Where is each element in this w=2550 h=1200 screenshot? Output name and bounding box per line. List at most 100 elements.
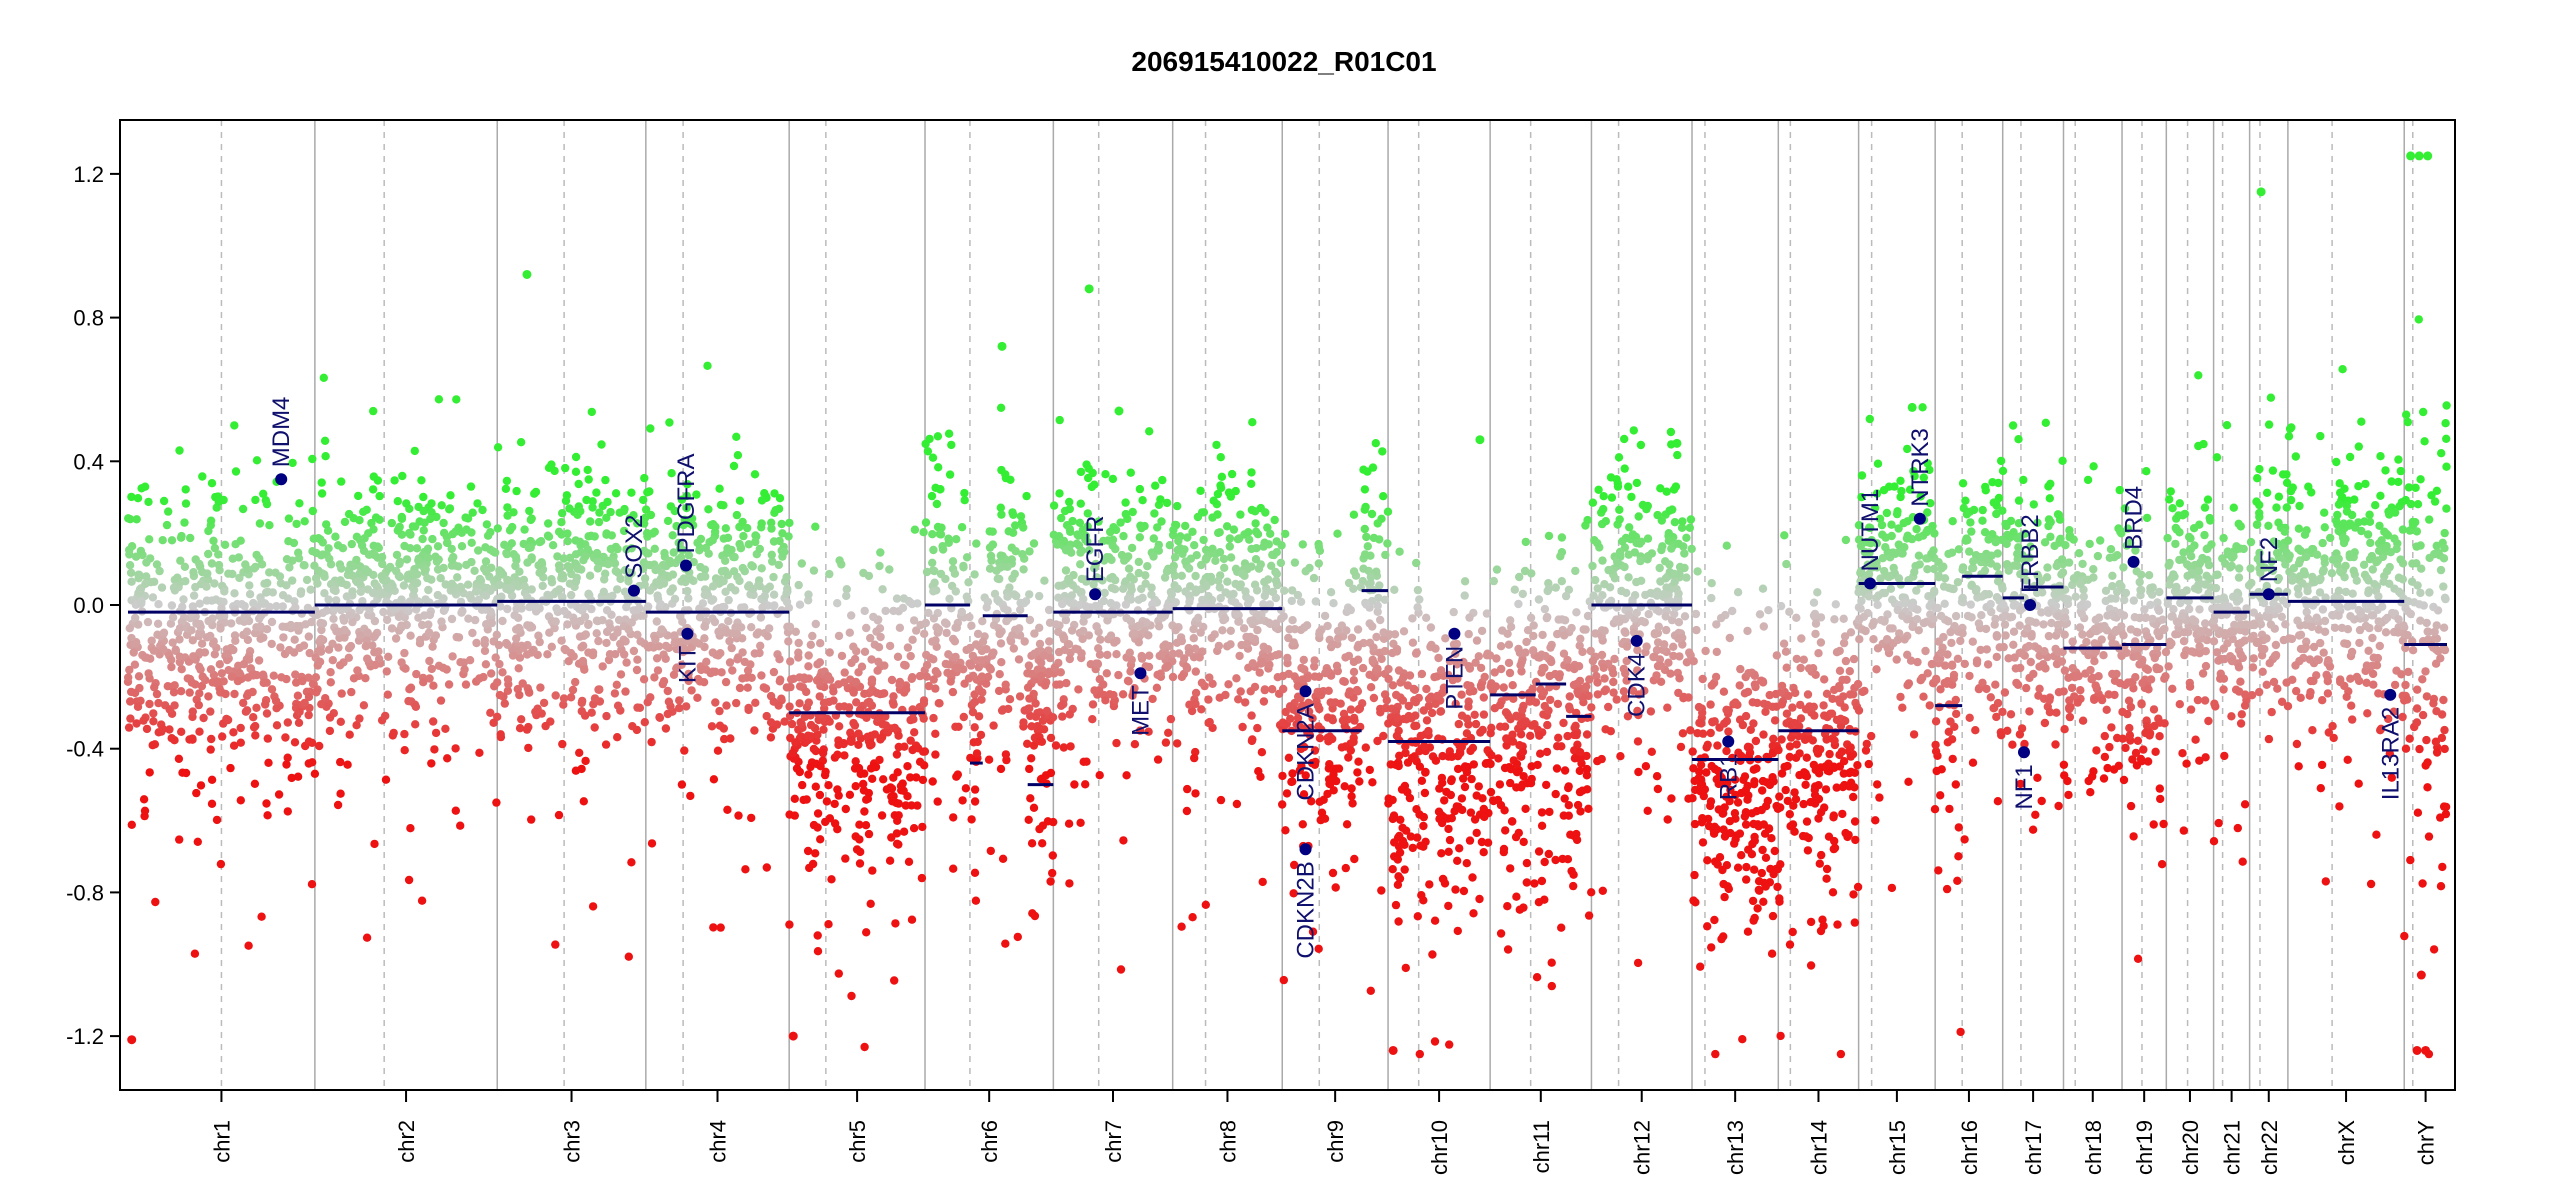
probe-point bbox=[1565, 702, 1574, 711]
probe-point bbox=[1740, 689, 1750, 698]
probe-point bbox=[1587, 703, 1596, 712]
probe-point bbox=[1776, 860, 1785, 869]
probe-point bbox=[308, 454, 317, 464]
probe-point bbox=[736, 544, 746, 553]
probe-point bbox=[633, 630, 642, 639]
probe-point bbox=[1583, 515, 1592, 525]
probe-point bbox=[1394, 761, 1403, 771]
probe-point bbox=[708, 667, 717, 676]
probe-point bbox=[1191, 667, 1201, 676]
probe-point bbox=[808, 631, 817, 641]
probe-point bbox=[1246, 595, 1255, 604]
probe-point bbox=[593, 564, 603, 573]
probe-point bbox=[768, 557, 777, 566]
probe-point bbox=[1191, 789, 1200, 798]
probe-point bbox=[1665, 506, 1674, 515]
probe-point bbox=[813, 809, 823, 818]
probe-point bbox=[352, 721, 361, 730]
probe-point bbox=[285, 645, 294, 655]
probe-point bbox=[1367, 509, 1377, 519]
probe-point bbox=[370, 648, 379, 657]
probe-point bbox=[211, 595, 221, 604]
probe-point bbox=[395, 572, 405, 582]
probe-point bbox=[305, 648, 314, 658]
probe-point bbox=[348, 562, 358, 571]
probe-point bbox=[1392, 647, 1402, 656]
probe-point bbox=[1522, 637, 1531, 647]
probe-point bbox=[230, 589, 239, 598]
probe-point bbox=[933, 797, 942, 806]
probe-point bbox=[1763, 796, 1773, 806]
probe-point bbox=[1051, 620, 1061, 629]
probe-point bbox=[324, 595, 333, 604]
probe-point bbox=[973, 629, 983, 639]
probe-point bbox=[1584, 911, 1594, 920]
probe-point bbox=[486, 708, 495, 717]
probe-point bbox=[1046, 877, 1055, 886]
probe-point bbox=[1216, 453, 1226, 462]
probe-point bbox=[624, 572, 633, 581]
probe-point bbox=[1464, 629, 1473, 639]
probe-point bbox=[1678, 729, 1688, 738]
probe-point bbox=[1406, 832, 1416, 841]
probe-point bbox=[1633, 958, 1643, 968]
probe-point bbox=[1324, 764, 1334, 773]
probe-point bbox=[684, 676, 693, 686]
probe-point bbox=[1026, 794, 1035, 803]
probe-point bbox=[964, 578, 973, 587]
probe-point bbox=[1232, 674, 1241, 683]
probe-point bbox=[744, 582, 753, 591]
probe-point bbox=[930, 578, 939, 587]
probe-point bbox=[425, 674, 434, 683]
probe-point bbox=[1480, 812, 1489, 822]
probe-point bbox=[263, 734, 272, 743]
probe-point bbox=[176, 687, 186, 696]
probe-point bbox=[804, 770, 813, 779]
probe-point bbox=[927, 491, 937, 501]
probe-point bbox=[756, 641, 765, 650]
probe-point bbox=[276, 579, 286, 588]
probe-point bbox=[206, 516, 216, 525]
probe-point bbox=[1136, 621, 1145, 630]
probe-point bbox=[1325, 779, 1334, 788]
probe-point bbox=[1092, 622, 1101, 631]
probe-point bbox=[1030, 649, 1039, 658]
probe-point bbox=[1741, 820, 1751, 829]
probe-point bbox=[503, 640, 512, 649]
probe-point bbox=[1214, 576, 1223, 585]
probe-point bbox=[212, 815, 222, 825]
probe-point bbox=[693, 674, 703, 684]
probe-point bbox=[1279, 975, 1289, 985]
probe-point bbox=[970, 570, 979, 579]
probe-point bbox=[1806, 961, 1816, 970]
probe-point bbox=[1333, 626, 1343, 636]
probe-point bbox=[512, 604, 521, 614]
probe-point bbox=[1088, 700, 1098, 709]
probe-point bbox=[1219, 554, 1229, 564]
probe-point bbox=[1674, 634, 1683, 643]
probe-point bbox=[1341, 863, 1351, 873]
probe-point bbox=[474, 546, 483, 555]
probe-point bbox=[550, 623, 559, 633]
probe-point bbox=[997, 658, 1006, 667]
probe-point bbox=[743, 523, 752, 533]
probe-point bbox=[1498, 626, 1507, 635]
probe-point bbox=[410, 446, 419, 456]
probe-point bbox=[1204, 591, 1213, 601]
probe-point bbox=[196, 781, 206, 790]
probe-point bbox=[1692, 625, 1701, 635]
probe-point bbox=[894, 731, 903, 740]
probe-point bbox=[1323, 621, 1332, 631]
probe-point bbox=[1529, 646, 1538, 655]
probe-point bbox=[1100, 588, 1109, 598]
probe-point bbox=[982, 645, 991, 654]
probe-point bbox=[447, 555, 457, 564]
probe-point bbox=[717, 668, 726, 677]
probe-point bbox=[613, 733, 622, 742]
probe-point bbox=[400, 729, 409, 739]
probe-point bbox=[1048, 713, 1058, 722]
probe-point bbox=[185, 735, 194, 744]
probe-point bbox=[463, 580, 473, 589]
probe-point bbox=[1675, 674, 1684, 683]
probe-point bbox=[1392, 690, 1401, 700]
